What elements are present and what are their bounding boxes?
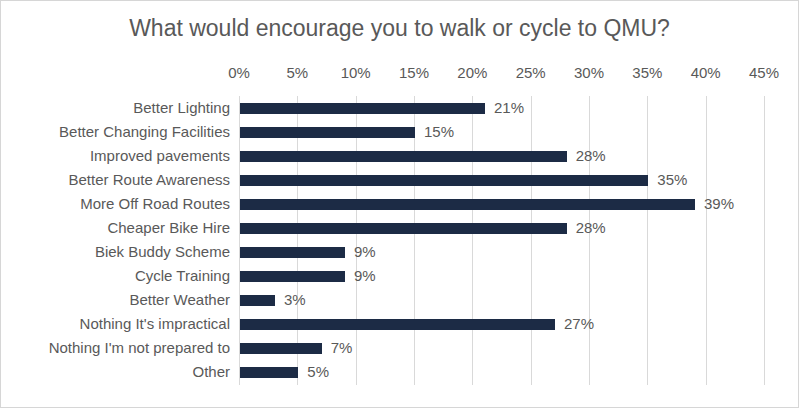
bar bbox=[240, 343, 322, 354]
bar bbox=[240, 175, 648, 186]
category-label: Biek Buddy Scheme bbox=[1, 240, 230, 264]
bar bbox=[240, 199, 695, 210]
bar bbox=[240, 295, 275, 306]
value-label: 28% bbox=[576, 216, 606, 240]
value-label: 9% bbox=[354, 264, 376, 288]
x-axis-tick-label: 25% bbox=[516, 64, 546, 81]
chart-row: Biek Buddy Scheme 9% bbox=[1, 240, 798, 264]
plot-rows: Better Lighting21%Better Changing Facili… bbox=[1, 96, 798, 385]
category-label: Better Changing Facilities bbox=[1, 120, 230, 144]
category-label: Better Route Awareness bbox=[1, 168, 230, 192]
category-label: Cycle Training bbox=[1, 264, 230, 288]
chart-row: Cycle Training 9% bbox=[1, 264, 798, 288]
bar bbox=[240, 367, 298, 378]
value-label: 3% bbox=[284, 288, 306, 312]
bar-chart: What would encourage you to walk or cycl… bbox=[0, 0, 799, 408]
bar bbox=[240, 223, 567, 234]
bar bbox=[240, 271, 345, 282]
bar bbox=[240, 151, 567, 162]
value-label: 28% bbox=[576, 144, 606, 168]
category-label: More Off Road Routes bbox=[1, 192, 230, 216]
page: What would encourage you to walk or cycl… bbox=[0, 0, 800, 411]
x-axis-tick-label: 35% bbox=[632, 64, 662, 81]
chart-row: Other 5% bbox=[1, 360, 798, 384]
category-label: Improved pavements bbox=[1, 144, 230, 168]
value-label: 7% bbox=[331, 336, 353, 360]
chart-title: What would encourage you to walk or cycl… bbox=[1, 15, 798, 42]
value-label: 9% bbox=[354, 240, 376, 264]
value-label: 15% bbox=[424, 120, 454, 144]
x-axis-tick-label: 10% bbox=[341, 64, 371, 81]
x-axis: 0% 5% 10% 15% 20% 25% 30% 35% 40% 45% bbox=[1, 64, 798, 84]
value-label: 27% bbox=[564, 312, 594, 336]
bar bbox=[240, 103, 485, 114]
x-axis-tick-label: 0% bbox=[228, 64, 250, 81]
value-label: 5% bbox=[307, 360, 329, 384]
bar bbox=[240, 319, 555, 330]
chart-row: Better Lighting 21% bbox=[1, 96, 798, 120]
chart-row: Cheaper Bike Hire 28% bbox=[1, 216, 798, 240]
value-label: 39% bbox=[704, 192, 734, 216]
x-axis-tick-label: 40% bbox=[691, 64, 721, 81]
x-axis-tick-label: 30% bbox=[574, 64, 604, 81]
x-axis-tick-label: 5% bbox=[286, 64, 308, 81]
value-label: 35% bbox=[657, 168, 687, 192]
chart-row: Better Changing Facilities 15% bbox=[1, 120, 798, 144]
chart-row: Nothing I'm not prepared to 7% bbox=[1, 336, 798, 360]
chart-row: More Off Road Routes 39% bbox=[1, 192, 798, 216]
bar bbox=[240, 247, 345, 258]
category-label: Cheaper Bike Hire bbox=[1, 216, 230, 240]
chart-row: Better Route Awareness 35% bbox=[1, 168, 798, 192]
x-axis-tick-label: 45% bbox=[749, 64, 779, 81]
category-label: Better Lighting bbox=[1, 96, 230, 120]
chart-row: Nothing It's impractical 27% bbox=[1, 312, 798, 336]
bar bbox=[240, 127, 415, 138]
x-axis-tick-label: 20% bbox=[457, 64, 487, 81]
chart-row: Improved pavements 28% bbox=[1, 144, 798, 168]
chart-row: Better Weather 3% bbox=[1, 288, 798, 312]
category-label: Better Weather bbox=[1, 288, 230, 312]
value-label: 21% bbox=[494, 96, 524, 120]
category-label: Nothing I'm not prepared to bbox=[1, 336, 230, 360]
x-axis-tick-label: 15% bbox=[399, 64, 429, 81]
category-label: Nothing It's impractical bbox=[1, 312, 230, 336]
category-label: Other bbox=[1, 360, 230, 384]
